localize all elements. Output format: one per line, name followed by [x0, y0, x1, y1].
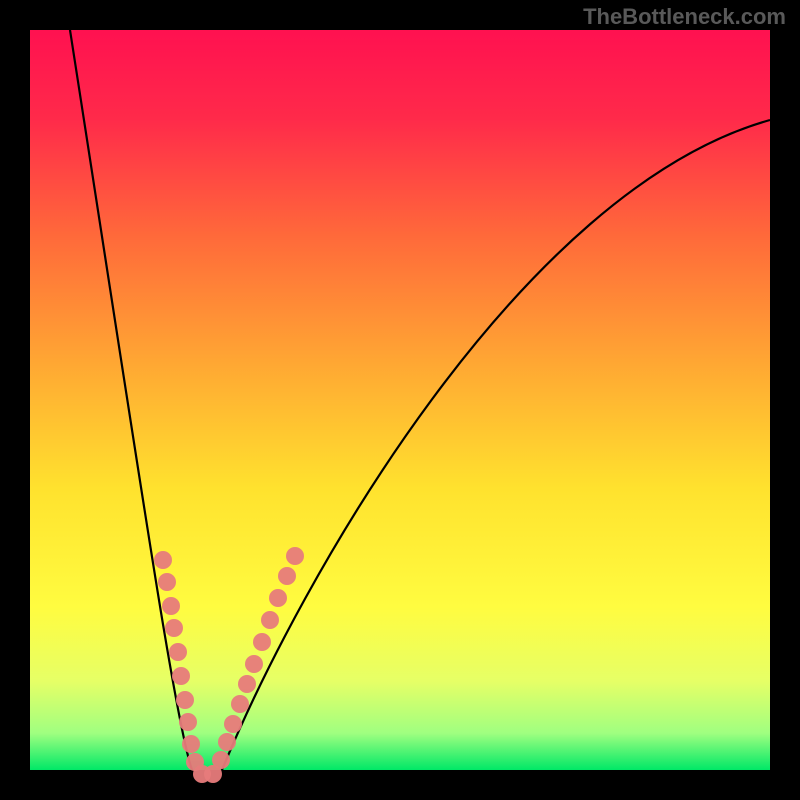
data-marker: [176, 691, 194, 709]
data-marker: [172, 667, 190, 685]
data-marker: [212, 751, 230, 769]
data-marker: [231, 695, 249, 713]
data-marker: [162, 597, 180, 615]
data-marker: [238, 675, 256, 693]
data-marker: [182, 735, 200, 753]
chart-container: TheBottleneck.com: [0, 0, 800, 800]
data-marker: [179, 713, 197, 731]
data-marker: [245, 655, 263, 673]
data-marker: [169, 643, 187, 661]
bottleneck-curve-chart: [0, 0, 800, 800]
gradient-plot-area: [30, 30, 770, 770]
data-marker: [218, 733, 236, 751]
data-marker: [269, 589, 287, 607]
data-marker: [165, 619, 183, 637]
data-marker: [224, 715, 242, 733]
data-marker: [253, 633, 271, 651]
data-marker: [261, 611, 279, 629]
data-marker: [286, 547, 304, 565]
data-marker: [154, 551, 172, 569]
data-marker: [278, 567, 296, 585]
data-marker: [158, 573, 176, 591]
watermark-text: TheBottleneck.com: [583, 4, 786, 30]
